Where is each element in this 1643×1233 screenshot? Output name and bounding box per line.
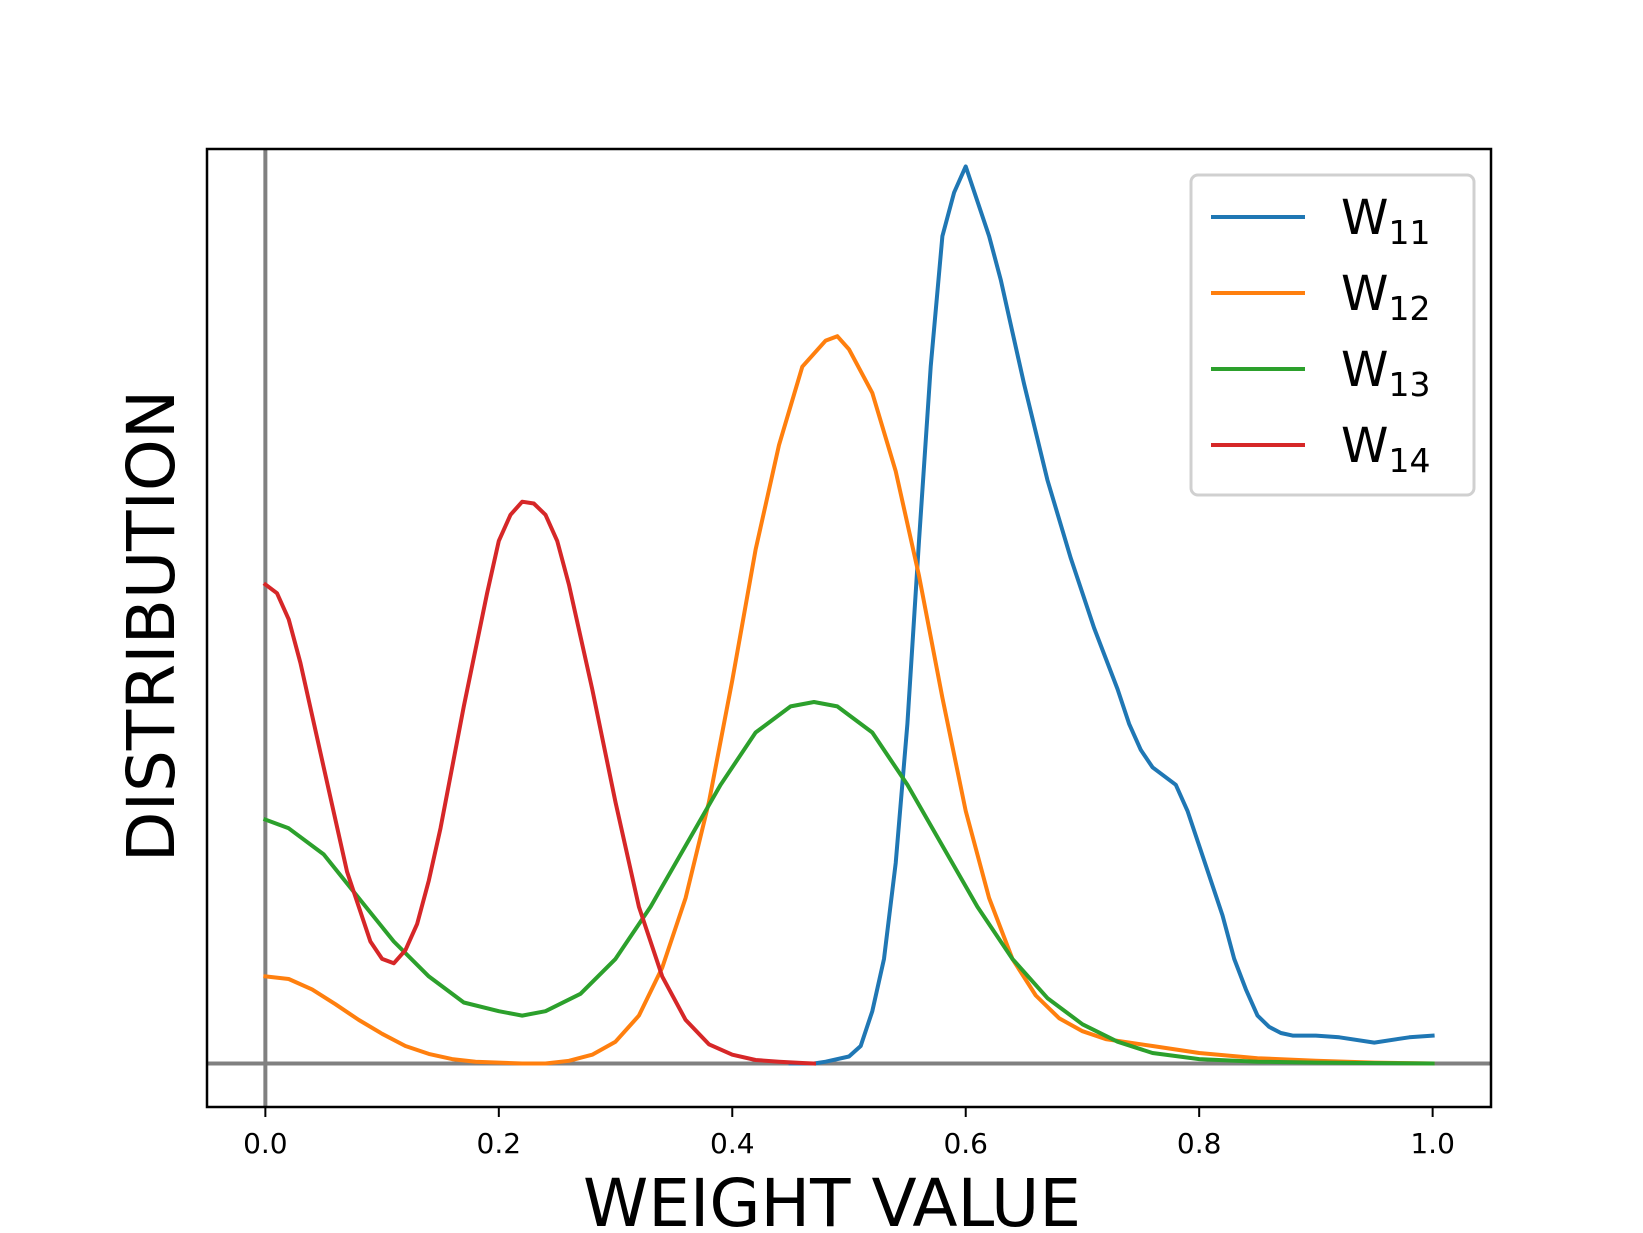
legend: W11 W12 W13 W14 <box>1189 173 1476 497</box>
legend-label-w14: W14 <box>1341 418 1430 480</box>
legend-box <box>1189 173 1476 497</box>
x-tick-label: 0.2 <box>477 1127 522 1160</box>
x-tick-label: 0.8 <box>1177 1127 1222 1160</box>
plot-frame <box>205 147 1493 1109</box>
x-tick-label: 1.0 <box>1410 1127 1455 1160</box>
legend-label-w12: W12 <box>1341 266 1430 328</box>
legend-label-w13: W13 <box>1341 342 1430 404</box>
series-group <box>262 164 1435 1066</box>
x-axis: 0.0 0.2 0.4 0.6 0.8 1.0 <box>243 1107 1455 1160</box>
legend-label-w11: W11 <box>1341 190 1430 252</box>
y-axis-title: DISTRIBUTION <box>113 390 190 863</box>
series-line-w13 <box>262 700 1435 1066</box>
x-tick-label: 0.4 <box>710 1127 755 1160</box>
series-line-w11 <box>788 164 1435 1066</box>
series-line-w14 <box>262 499 817 1066</box>
x-tick-label: 0.6 <box>943 1127 988 1160</box>
plot-area <box>205 147 1493 1109</box>
x-tick-label: 0.0 <box>243 1127 288 1160</box>
series-line-w12 <box>263 334 1435 1066</box>
x-axis-title: WEIGHT VALUE <box>583 1165 1081 1233</box>
